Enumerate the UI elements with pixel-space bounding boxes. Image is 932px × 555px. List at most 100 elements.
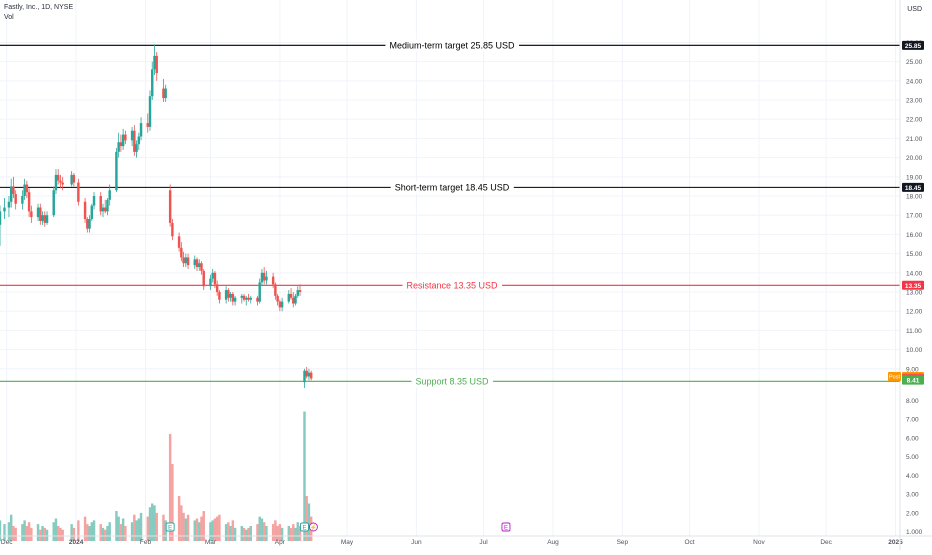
level-lines-layer: Medium-term target 25.85 USD Short-term t… [0, 39, 900, 388]
volume-bar [258, 516, 261, 541]
volume-bar [195, 518, 199, 541]
candle-body [309, 372, 313, 379]
level-line-label: Medium-term target 25.85 USD [389, 40, 515, 50]
volume-bar [27, 522, 31, 541]
earnings-event-marker [165, 522, 175, 532]
volume-bar [119, 524, 123, 541]
price-tick-label: 25.00 [906, 59, 923, 66]
volume-bar [227, 522, 230, 541]
earnings-event-marker [501, 522, 511, 532]
volume-bar [168, 434, 172, 541]
price-tick-label: 10.00 [906, 347, 923, 354]
candle-body [155, 55, 158, 74]
candle-body [115, 151, 118, 191]
candle-body [215, 284, 219, 293]
volume-tick-label: 3.00 [906, 492, 919, 499]
candle-body [14, 194, 17, 204]
volume-bar [137, 518, 141, 541]
price-badge-label: 8.41 [907, 378, 920, 385]
candle-body [305, 370, 308, 377]
price-tick-label: 20.00 [906, 155, 923, 162]
time-tick-label: Jun [411, 539, 422, 546]
level-line-label-bg [411, 375, 494, 388]
volume-bar [135, 520, 138, 541]
volume-bar [289, 527, 293, 541]
price-tick-label: 22.00 [906, 117, 923, 124]
news-event-marker [308, 522, 318, 532]
volume-bar [146, 516, 149, 541]
candle-body [182, 257, 185, 264]
volume-bar [278, 524, 282, 541]
volume-bar [72, 527, 76, 541]
volume-bar [211, 520, 214, 541]
candle-body [137, 136, 141, 145]
candle-body [202, 270, 205, 287]
volume-bar [92, 520, 96, 541]
candle-body [54, 174, 58, 191]
price-tick-label: 12.00 [906, 309, 923, 316]
earnings-event-label: E [302, 526, 306, 532]
volume-bar [43, 527, 46, 541]
volume-bar [303, 411, 306, 541]
volume-bar [88, 525, 91, 541]
candle-body [25, 184, 29, 193]
volume-bar [59, 527, 62, 541]
candle-body [247, 297, 250, 300]
price-tick-label: 24.00 [906, 78, 923, 85]
volume-bar [83, 516, 87, 541]
price-tick-label: 14.00 [906, 270, 923, 277]
candle-body [296, 290, 299, 296]
level-line-label: Support 8.35 USD [415, 376, 489, 386]
candle-body [164, 88, 167, 99]
candle-body [27, 192, 31, 212]
volume-bar [180, 505, 183, 541]
volume-tick-label: 4.00 [906, 473, 919, 480]
volume-bar [153, 505, 156, 541]
candle-body [106, 199, 109, 212]
volume-bar [124, 525, 127, 541]
candle-body [56, 174, 60, 181]
candle-body [211, 272, 214, 279]
volume-bar [229, 525, 232, 541]
candle-body [39, 207, 42, 221]
time-tick-label: Feb [140, 539, 152, 546]
volume-bar [177, 495, 181, 541]
volume-bar [139, 512, 143, 541]
volume-bar [287, 525, 291, 541]
candle-body [256, 297, 259, 302]
candle-body [36, 207, 40, 218]
volume-bar [233, 527, 237, 541]
volume-bar [224, 524, 228, 541]
volume-bar [182, 512, 185, 541]
volume-bar [23, 520, 26, 541]
candle-body [231, 293, 235, 302]
candle-body [198, 263, 201, 268]
volume-bar [101, 527, 105, 541]
symbol-title: Fastly, Inc., 1D, NYSE [4, 4, 74, 11]
candle-body [83, 201, 87, 220]
volume-bar [242, 527, 246, 541]
candle-body [195, 259, 199, 268]
candle-body [45, 215, 49, 223]
candle-body [229, 293, 232, 298]
volume-tick-label: 6.00 [906, 435, 919, 442]
price-tick-label: 9.00 [906, 366, 919, 373]
candle-body [108, 190, 111, 200]
volume-bar [121, 518, 125, 541]
volume-bar [305, 495, 308, 541]
volume-bar [271, 524, 275, 541]
candle-body [307, 372, 311, 377]
candle-body [218, 292, 221, 300]
candle-body [184, 257, 188, 264]
volume-bar [265, 525, 268, 541]
candle-body [303, 370, 306, 383]
candle-body [233, 297, 237, 302]
level-line-label-bg [390, 181, 514, 194]
volume-tick-label: 8.00 [906, 398, 919, 405]
volume-bar [130, 522, 134, 541]
time-tick-label: Sep [617, 539, 629, 546]
axis-badge [902, 182, 924, 192]
volume-bar [12, 525, 15, 541]
volume-bar [0, 520, 2, 541]
